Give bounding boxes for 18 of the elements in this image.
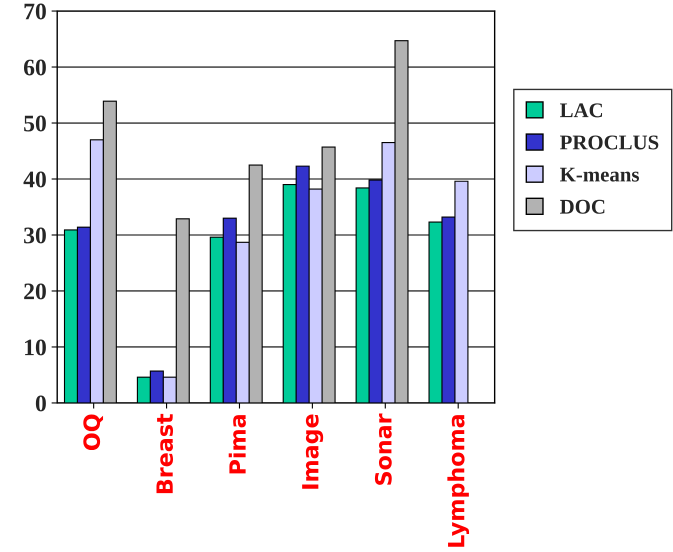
- x-tick-label: OQ: [83, 414, 104, 450]
- x-tick-label: Pima: [228, 415, 246, 474]
- x-tick-label: Image: [302, 414, 324, 489]
- y-tick-label: 0: [36, 395, 46, 412]
- x-tick-label: Sonar: [374, 413, 392, 485]
- legend-label: K-means: [560, 168, 639, 182]
- legend-label: PROCLUS: [560, 135, 658, 150]
- y-tick-label: 40: [24, 171, 46, 188]
- y-tick-label: 30: [24, 227, 46, 244]
- y-tick-label: 50: [24, 116, 46, 132]
- y-tick-label: 60: [24, 60, 46, 76]
- y-tick-label: 10: [25, 339, 46, 356]
- legend-label: DOC: [560, 200, 604, 214]
- y-tick-label: 20: [24, 283, 46, 300]
- x-tick-label: Lymphoma: [447, 415, 470, 547]
- y-tick-label: 70: [24, 4, 46, 20]
- x-tick-label: Breast: [156, 414, 174, 494]
- legend-label: LAC: [560, 103, 602, 118]
